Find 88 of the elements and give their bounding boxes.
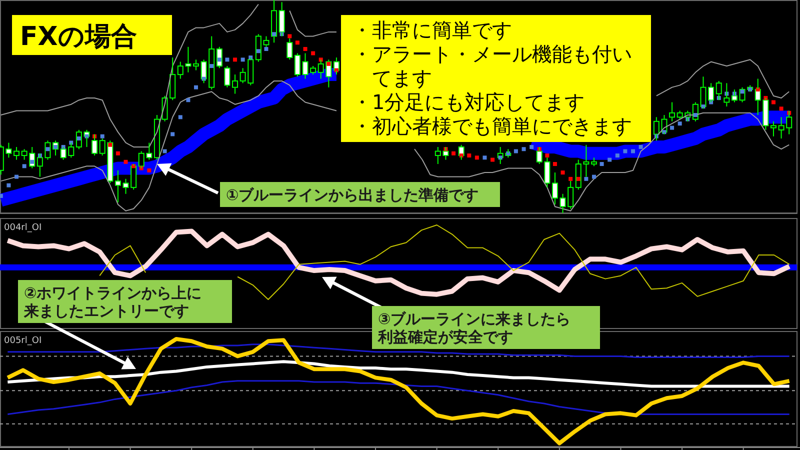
- point: [662, 130, 666, 134]
- candlestick: [224, 66, 230, 88]
- point: [576, 176, 580, 181]
- point: [272, 32, 276, 36]
- point: [124, 160, 128, 164]
- point: [522, 147, 526, 152]
- annotation: ③ブルーラインに来ましたら利益確定が安全です: [377, 310, 571, 346]
- point: [631, 149, 636, 154]
- text: FXの場合: [20, 22, 137, 52]
- point: [600, 162, 604, 166]
- chart-title: 004rl_OI: [4, 223, 42, 233]
- point: [22, 164, 26, 168]
- point: [498, 156, 502, 160]
- point: [545, 153, 550, 158]
- candlestick: [552, 172, 558, 205]
- point: [530, 144, 534, 149]
- point: [482, 156, 487, 160]
- point: [701, 104, 706, 108]
- candlestick: [114, 170, 121, 203]
- candlestick: [154, 114, 160, 160]
- point: [514, 149, 518, 154]
- point: [248, 56, 253, 60]
- point: [592, 174, 596, 179]
- point: [132, 164, 136, 168]
- point: [693, 113, 698, 118]
- candlestick: [193, 59, 199, 71]
- point: [467, 153, 472, 158]
- point: [452, 151, 456, 156]
- point: [608, 158, 612, 162]
- point: [210, 64, 214, 68]
- point: [490, 158, 495, 162]
- point: [326, 62, 331, 66]
- annotation: ・非常に簡単です: [352, 18, 512, 42]
- point: [740, 90, 744, 94]
- point: [108, 142, 112, 147]
- point: [584, 176, 588, 181]
- candlestick: [14, 146, 20, 160]
- point: [240, 58, 245, 62]
- point: [670, 126, 674, 130]
- candlestick: [294, 52, 300, 78]
- candlestick: [669, 102, 676, 122]
- point: [615, 153, 620, 158]
- point: [295, 40, 300, 45]
- point: [170, 132, 175, 136]
- candlestick: [770, 120, 776, 137]
- candlestick: [591, 157, 597, 167]
- point: [623, 149, 628, 154]
- point: [474, 156, 479, 160]
- point: [638, 144, 643, 149]
- point: [162, 149, 167, 154]
- point: [217, 58, 222, 62]
- point: [0, 194, 3, 198]
- point: [194, 85, 198, 90]
- point: [678, 122, 682, 126]
- annotation: ・アラート・メール機能も付いてます: [352, 42, 632, 90]
- annotation: ・1分足にも対応してます: [352, 90, 585, 114]
- point: [116, 151, 120, 156]
- point: [303, 46, 308, 51]
- point: [61, 144, 66, 149]
- point: [552, 162, 557, 166]
- point: [764, 96, 768, 100]
- point: [178, 115, 182, 120]
- chart-title: 005rl_OI: [4, 336, 42, 346]
- point: [779, 106, 784, 111]
- point: [84, 134, 89, 138]
- point: [14, 174, 19, 179]
- point: [100, 134, 104, 138]
- annotation: ・初心者様でも簡単にできます: [352, 114, 632, 138]
- point: [709, 100, 714, 104]
- point: [202, 76, 206, 81]
- point: [186, 98, 190, 102]
- annotation: ①ブルーラインから出ました準備です: [226, 186, 479, 204]
- point: [288, 34, 292, 38]
- point: [256, 49, 260, 54]
- point: [147, 168, 152, 172]
- point: [6, 183, 11, 188]
- point: [459, 153, 464, 158]
- point: [311, 51, 316, 56]
- annotation: ②ホワイトラインから上に来ましたエントリーです: [23, 284, 202, 320]
- point: [771, 100, 776, 104]
- point: [233, 58, 238, 62]
- point: [568, 176, 573, 181]
- point: [560, 170, 565, 175]
- candlestick: [232, 74, 238, 94]
- point: [225, 58, 230, 62]
- point: [756, 87, 760, 92]
- point: [334, 68, 338, 72]
- point: [264, 46, 268, 51]
